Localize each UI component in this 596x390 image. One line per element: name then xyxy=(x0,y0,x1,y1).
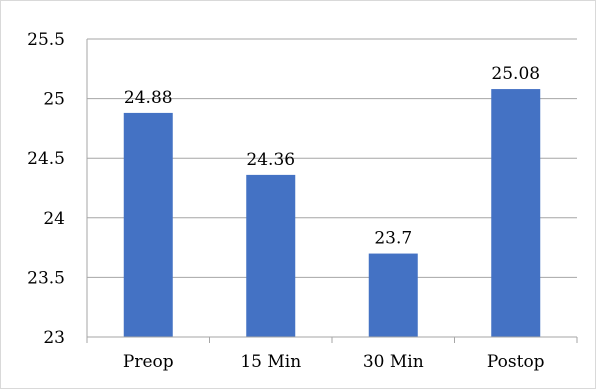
x-tick-label: Preop xyxy=(123,352,174,372)
bar xyxy=(246,174,296,337)
data-labels: 24.88 24.36 23.7 25.08 xyxy=(124,64,540,248)
bars xyxy=(123,89,541,338)
x-tick-labels: Preop 15 Min 30 Min Postop xyxy=(123,352,545,372)
axes xyxy=(86,39,578,343)
bar xyxy=(123,112,173,338)
x-tick-label: 30 Min xyxy=(363,352,424,372)
y-tick-label: 23.5 xyxy=(27,268,65,288)
y-tick-label: 23 xyxy=(43,328,65,348)
data-label: 24.88 xyxy=(124,88,173,108)
data-label: 24.36 xyxy=(246,150,295,170)
y-tick-label: 25 xyxy=(43,90,65,110)
x-tick-label: 15 Min xyxy=(240,352,301,372)
y-tick-label: 24 xyxy=(43,209,65,229)
bar xyxy=(491,89,541,338)
data-label: 23.7 xyxy=(374,229,412,249)
x-tick-label: Postop xyxy=(487,352,545,372)
y-tick-label: 24.5 xyxy=(27,149,65,169)
bar xyxy=(368,253,418,337)
y-tick-label: 25.5 xyxy=(27,30,65,50)
data-label: 25.08 xyxy=(491,64,540,84)
y-tick-labels: 23 23.5 24 24.5 25 25.5 xyxy=(27,30,65,348)
